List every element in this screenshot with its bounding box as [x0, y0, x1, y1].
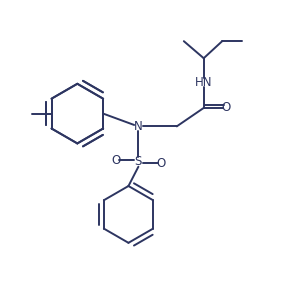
Text: S: S [135, 155, 142, 168]
Text: HN: HN [195, 76, 212, 89]
Text: O: O [222, 101, 231, 114]
Text: N: N [134, 120, 143, 133]
Text: O: O [157, 157, 166, 170]
Text: O: O [111, 154, 120, 167]
